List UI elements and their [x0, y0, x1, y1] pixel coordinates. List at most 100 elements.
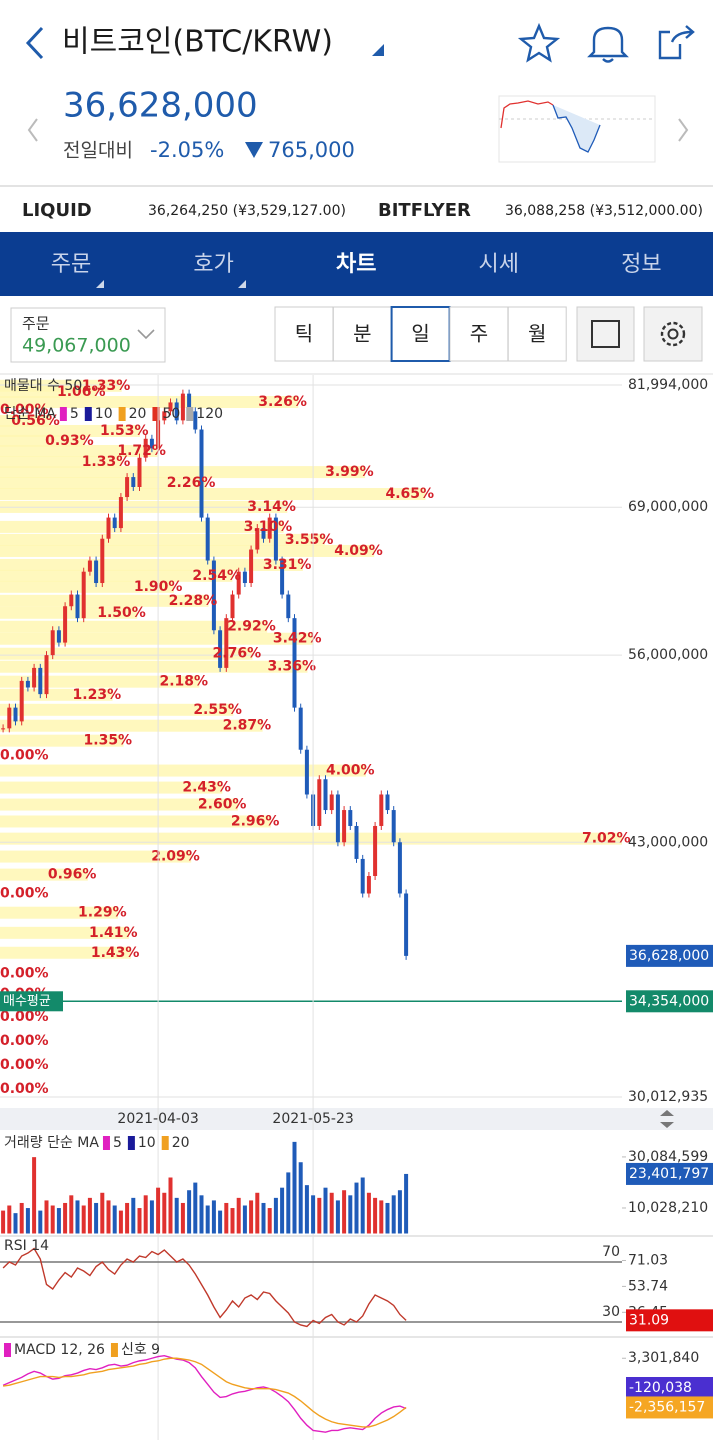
legend-label: 거래량 단순 MA	[4, 1135, 99, 1151]
candle	[149, 438, 154, 449]
order-box[interactable]	[10, 307, 166, 363]
volume-profile-label: 4.00%	[326, 763, 375, 779]
volume-profile-bar	[0, 544, 375, 557]
legend-label: 10	[138, 1135, 156, 1151]
candle	[354, 825, 359, 859]
volume-profile-bar	[0, 703, 234, 716]
candle	[69, 594, 74, 607]
volume-bar	[199, 1195, 204, 1234]
volume-profile-label: 2.76%	[213, 646, 262, 662]
candle	[118, 497, 123, 529]
volume-bar	[118, 1210, 123, 1234]
candle	[25, 680, 30, 688]
volume-bar	[25, 1208, 30, 1234]
volume-profile-label: 1.72%	[117, 443, 166, 459]
volume-profile-bar	[0, 415, 52, 428]
tab[interactable]: 호가	[193, 252, 233, 277]
back-button[interactable]	[25, 26, 44, 60]
volume-profile-label: 3.14%	[247, 499, 296, 515]
candle	[137, 457, 142, 487]
volume-bar	[267, 1208, 272, 1234]
volume-bar	[317, 1197, 322, 1234]
coin-title[interactable]: 비트코인(BTC/KRW)	[62, 25, 333, 60]
volume-profile-label: 1.43%	[91, 945, 140, 961]
volume-bar	[19, 1202, 24, 1234]
candle	[298, 707, 303, 750]
volume-profile-label: 0.93%	[45, 433, 94, 449]
favorite-icon[interactable]	[517, 22, 561, 63]
tab[interactable]: 시세	[479, 252, 519, 277]
volume-profile-bar	[0, 719, 263, 732]
volume-profile-bar	[0, 395, 299, 408]
legend-swatch	[118, 407, 126, 421]
volume-bar	[404, 1173, 409, 1234]
candle	[19, 680, 24, 722]
prev-arrow[interactable]	[27, 118, 38, 142]
period-button[interactable]	[449, 306, 509, 362]
candle	[385, 794, 390, 811]
order-value: 49,067,000	[22, 335, 131, 357]
volume-profile-bar	[0, 647, 253, 660]
exchange-price: 36,264,250 (¥3,529,127.00)	[148, 203, 346, 219]
period-button[interactable]	[390, 306, 451, 362]
indicator-line	[3, 1357, 407, 1428]
volume-profile-bar	[0, 456, 122, 469]
volume-profile-label: 1.06%	[57, 384, 106, 400]
candle	[317, 779, 322, 826]
volume-bar	[286, 1172, 291, 1234]
volume-bar	[7, 1205, 12, 1234]
candle	[261, 528, 266, 539]
volume-profile-bar	[0, 906, 119, 919]
y-tick-label: 10,028,210	[628, 1200, 708, 1216]
period-button[interactable]	[507, 306, 567, 362]
current-price: 36,628,000	[63, 86, 258, 126]
candle	[267, 517, 272, 539]
candle	[174, 402, 179, 421]
legend-label: 매물대 수 50	[4, 378, 82, 394]
volume-profile-label: 0.00%	[0, 1033, 49, 1049]
tab[interactable]: 주문	[51, 252, 91, 277]
y-tick-label: 81,994,000	[628, 377, 708, 393]
next-arrow[interactable]	[678, 118, 689, 142]
period-label: 분	[353, 322, 371, 346]
share-icon[interactable]	[658, 25, 695, 60]
drawing-button[interactable]	[576, 306, 635, 362]
volume-bar	[87, 1197, 92, 1234]
resize-handle[interactable]	[660, 1110, 674, 1128]
volume-bar	[180, 1202, 185, 1234]
legend-label: 50	[162, 406, 180, 422]
period-button[interactable]	[274, 306, 334, 362]
volume-profile-bar	[0, 594, 209, 607]
change-pct: -2.05%	[150, 138, 224, 162]
tab[interactable]: 정보	[621, 252, 661, 277]
candle	[286, 594, 291, 619]
change-amount: 765,000	[268, 138, 355, 162]
value-badge-label: 23,401,797	[629, 1166, 709, 1182]
candle	[255, 528, 260, 550]
volume-profile-label: 1.50%	[97, 605, 146, 621]
candle	[7, 707, 12, 729]
date-axis-band	[0, 1108, 713, 1130]
candle	[1, 728, 6, 730]
volume-bar	[230, 1208, 235, 1234]
tab[interactable]: 차트	[336, 252, 376, 277]
volume-profile-label: 0.56%	[11, 413, 60, 429]
candle	[366, 876, 371, 894]
settings-button[interactable]	[643, 306, 703, 362]
volume-profile-label: 0.00%	[0, 402, 49, 418]
candle	[180, 393, 185, 421]
volume-bar	[397, 1190, 402, 1234]
legend-swatch	[102, 1136, 110, 1150]
order-dropdown[interactable]	[137, 329, 155, 340]
volume-bar	[379, 1200, 384, 1234]
value-badge	[626, 1162, 713, 1185]
candle	[13, 707, 18, 722]
alert-icon[interactable]	[587, 26, 629, 63]
volume-bar	[348, 1195, 353, 1234]
value-badge-label: -2,356,157	[629, 1399, 705, 1415]
settings-icon-core	[667, 328, 679, 340]
period-button[interactable]	[332, 306, 392, 362]
volume-bar	[112, 1205, 117, 1234]
candle	[304, 749, 309, 795]
title-dropdown[interactable]	[372, 44, 384, 56]
